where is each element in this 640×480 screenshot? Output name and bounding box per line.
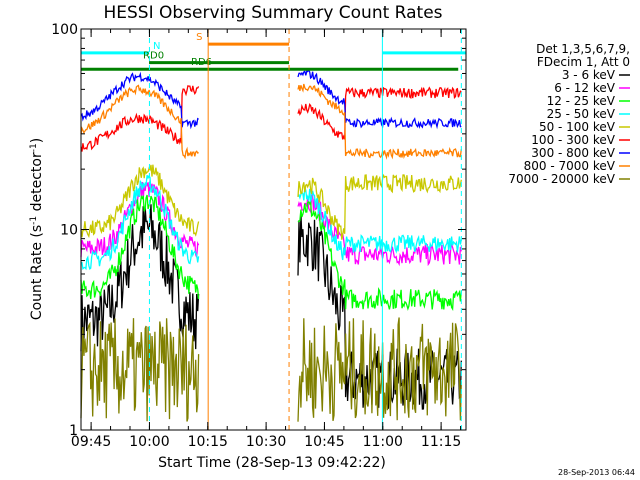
y-axis-label: Count Rate (s-1 detector-1) xyxy=(29,138,45,320)
legend-header-line2: FDecim 1, Att 0 xyxy=(537,55,630,69)
axis-ticks: 09:45 10:00 10:15 10:30 10:45 11:00 11:15 100 10… xyxy=(51,22,466,450)
legend-label-1: 3 - 6 keV xyxy=(562,68,616,82)
y-axis-label-end: ) xyxy=(29,138,45,143)
x-tick-label-6: 11:00 xyxy=(363,434,403,450)
series-line-6 xyxy=(80,85,462,152)
x-axis-label: Start Time (28-Sep-13 09:42:22) xyxy=(158,455,386,471)
series-line-9 xyxy=(80,317,462,422)
series-line-7 xyxy=(80,68,462,130)
x-tick-label-4: 10:30 xyxy=(246,434,286,450)
series-line-3 xyxy=(80,194,462,312)
y-axis-label-main: Count Rate (s xyxy=(29,225,45,320)
legend-label-4: 25 - 50 keV xyxy=(547,107,616,121)
y-tick-label-3: 1 xyxy=(69,423,78,439)
x-tick-label-7: 11:15 xyxy=(421,434,461,450)
legend-label-2: 6 - 12 keV xyxy=(554,81,616,95)
y-axis-label-exp1: -1 xyxy=(29,216,39,225)
legend: Det 1,3,5,6,7,9, FDecim 1, Att 0 3 - 6 k… xyxy=(508,42,630,186)
y-tick-label-2: 10 xyxy=(60,223,78,239)
series-layer xyxy=(80,68,462,422)
x-tick-label-5: 10:45 xyxy=(304,434,344,450)
series-line-8 xyxy=(80,83,462,160)
legend-label-5: 50 - 100 keV xyxy=(539,120,616,134)
legend-label-3: 12 - 25 keV xyxy=(547,94,616,108)
legend-label-9: 7000 - 20000 keV xyxy=(508,172,615,186)
flag-label-rd6: RD6 xyxy=(191,57,212,68)
legend-header-line1: Det 1,3,5,6,7,9, xyxy=(536,42,630,56)
y-tick-label-1: 100 xyxy=(51,22,78,38)
legend-label-7: 300 - 800 keV xyxy=(531,146,615,160)
legend-label-8: 800 - 7000 keV xyxy=(524,159,616,173)
legend-label-6: 100 - 300 keV xyxy=(531,133,615,147)
x-tick-label-3: 10:15 xyxy=(188,434,228,450)
y-axis-label-exp2: -1 xyxy=(29,143,39,152)
flag-label-n: N xyxy=(153,41,160,52)
x-tick-label-2: 10:00 xyxy=(129,434,169,450)
x-tick-label-1: 09:45 xyxy=(71,434,111,450)
footer-timestamp: 28-Sep-2013 06:44 xyxy=(558,468,635,477)
y-axis-label-mid: detector xyxy=(29,152,45,216)
flag-label-s: S xyxy=(196,32,202,43)
flag-label-rd0: RD0 xyxy=(143,51,164,62)
chart-title: HESSI Observing Summary Count Rates xyxy=(103,3,442,23)
series-line-5 xyxy=(80,164,462,240)
series-line-4 xyxy=(81,174,462,271)
